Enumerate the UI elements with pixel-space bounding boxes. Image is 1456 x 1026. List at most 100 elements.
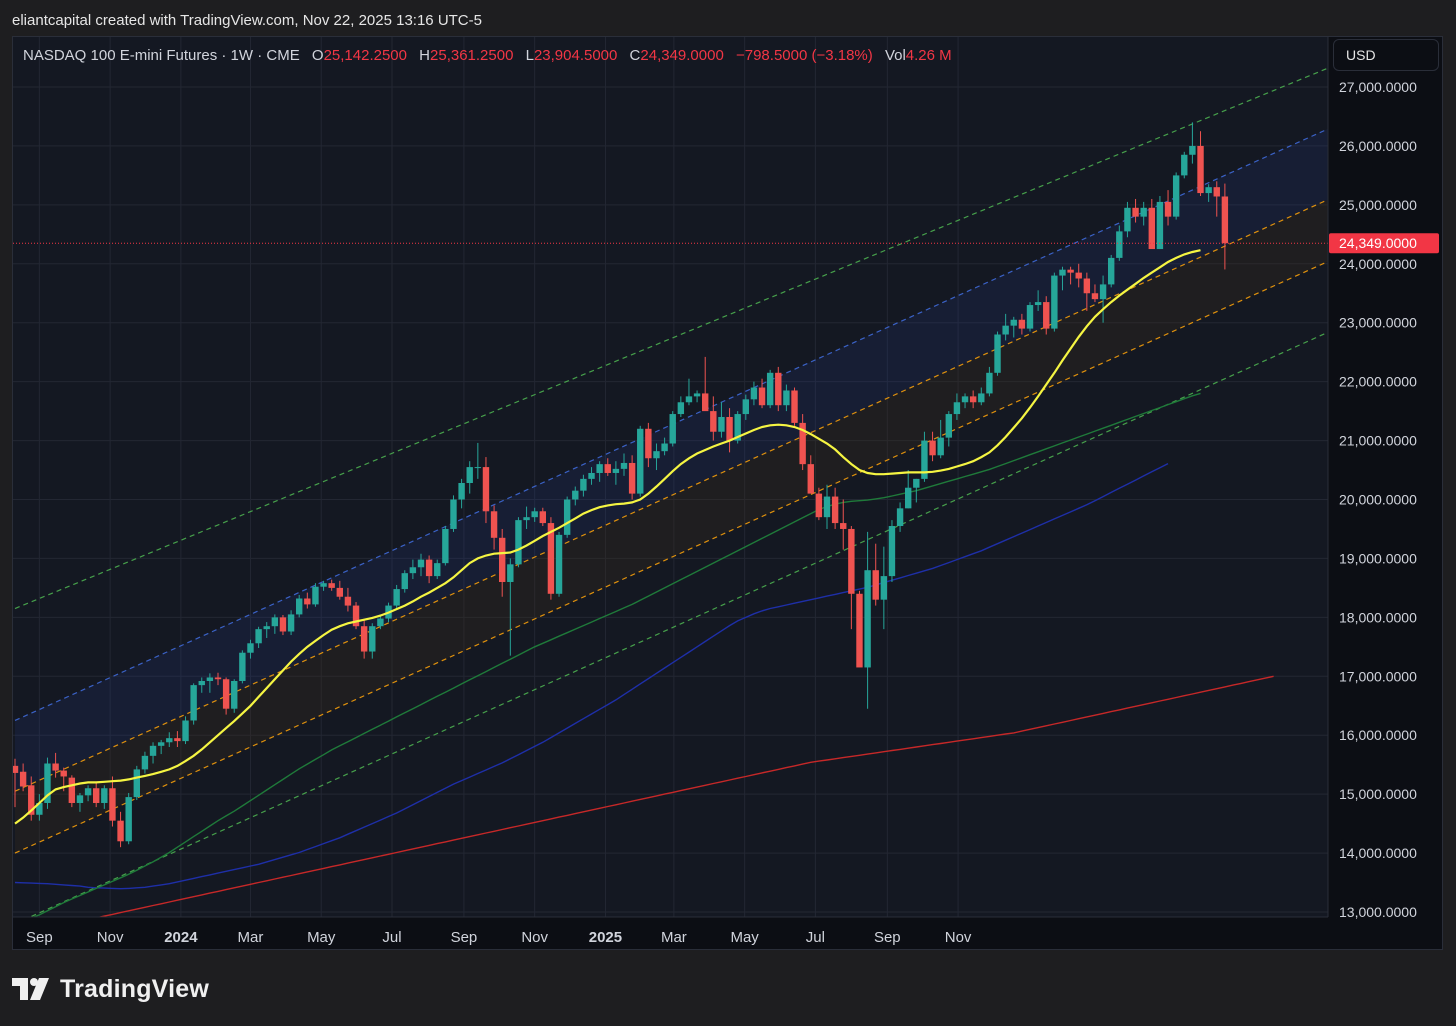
candle-down bbox=[28, 785, 35, 815]
candle-up bbox=[287, 614, 295, 632]
candle-up bbox=[523, 517, 530, 521]
candle-down bbox=[872, 570, 879, 600]
y-tick-label: 27,000.0000 bbox=[1339, 79, 1417, 95]
candle-down bbox=[214, 677, 222, 680]
candle-down bbox=[174, 738, 181, 742]
candle-up bbox=[661, 443, 668, 452]
x-tick-label: Nov bbox=[945, 929, 972, 946]
candle-down bbox=[360, 626, 368, 652]
y-tick-label: 21,000.0000 bbox=[1339, 433, 1417, 449]
candle-down bbox=[1164, 201, 1172, 217]
candle-down bbox=[848, 528, 855, 594]
candle-down bbox=[1067, 269, 1074, 273]
symbol-label[interactable]: NASDAQ 100 E-mini Futures · 1W · CME bbox=[23, 47, 300, 64]
candle-up bbox=[466, 467, 473, 483]
close-value: 24,349.0000 bbox=[640, 47, 724, 64]
y-tick-label: 13,000.0000 bbox=[1339, 904, 1417, 920]
candle-down bbox=[758, 387, 766, 406]
chart-panel[interactable]: 13,000.0000 14,000.0000 15,000.0000 16,000.… bbox=[12, 36, 1443, 950]
candle-up bbox=[937, 437, 944, 456]
candle-up bbox=[149, 745, 157, 756]
candle-up bbox=[677, 402, 685, 415]
candle-down bbox=[1197, 145, 1204, 194]
candle-down bbox=[815, 493, 823, 518]
candle-down bbox=[547, 523, 555, 594]
candle-down bbox=[1091, 293, 1099, 300]
x-tick-label: 2024 bbox=[164, 929, 198, 946]
candle-up bbox=[1108, 257, 1115, 285]
candle-up bbox=[507, 564, 514, 582]
footer-brand[interactable]: TradingView bbox=[12, 972, 209, 1006]
candle-up bbox=[409, 567, 417, 574]
candle-down bbox=[499, 537, 506, 582]
x-tick-label: Nov bbox=[97, 929, 124, 946]
candle-down bbox=[628, 462, 636, 494]
ohlc-legend: NASDAQ 100 E-mini Futures · 1W · CME O25… bbox=[23, 47, 952, 64]
candle-up bbox=[515, 520, 522, 565]
candle-up bbox=[434, 563, 441, 577]
candle-up bbox=[166, 738, 173, 743]
x-tick-label: Sep bbox=[26, 929, 53, 946]
x-tick-label: May bbox=[307, 929, 336, 946]
candle-up bbox=[44, 763, 51, 803]
candle-up bbox=[450, 499, 457, 529]
candle-up bbox=[76, 795, 84, 803]
candle-up bbox=[734, 414, 741, 441]
candle-up bbox=[864, 570, 871, 668]
candle-up bbox=[905, 487, 912, 509]
candle-down bbox=[604, 464, 611, 473]
candle-down bbox=[1213, 187, 1220, 197]
open-value: 25,142.2500 bbox=[323, 47, 407, 64]
volume-value: 4.26 M bbox=[905, 47, 952, 64]
x-tick-label: Mar bbox=[238, 929, 264, 946]
currency-selector[interactable]: USD bbox=[1333, 39, 1439, 71]
channel-lower-line bbox=[14, 260, 1329, 854]
price-chart[interactable]: 13,000.0000 14,000.0000 15,000.0000 16,000.… bbox=[13, 37, 1443, 950]
candle-up bbox=[823, 496, 831, 518]
tradingview-logo-icon bbox=[12, 978, 49, 1000]
candle-down bbox=[645, 428, 652, 459]
ma-red-line bbox=[14, 675, 1274, 937]
attribution-text: eliantcapital created with TradingView.c… bbox=[12, 12, 482, 29]
candle-up bbox=[718, 417, 725, 432]
volume-label: Vol bbox=[884, 47, 906, 64]
last-price-badge bbox=[1329, 233, 1439, 254]
candle-up bbox=[1051, 275, 1058, 329]
channel-bottom-line bbox=[14, 331, 1329, 925]
y-tick-label: 17,000.0000 bbox=[1339, 668, 1417, 684]
y-tick-label: 20,000.0000 bbox=[1339, 492, 1417, 508]
candle-down bbox=[807, 464, 814, 494]
candle-up bbox=[896, 508, 904, 527]
y-tick-label: 15,000.0000 bbox=[1339, 786, 1417, 802]
candle-down bbox=[304, 598, 311, 605]
candle-up bbox=[783, 390, 790, 406]
candle-down bbox=[791, 390, 798, 423]
candle-up bbox=[239, 652, 246, 681]
candle-down bbox=[702, 393, 709, 412]
candle-up bbox=[1205, 187, 1212, 194]
candle-down bbox=[222, 679, 230, 709]
candle-up bbox=[231, 681, 238, 709]
price-axis-panel bbox=[1328, 37, 1442, 949]
candle-down bbox=[1132, 207, 1139, 217]
x-tick-label: Mar bbox=[661, 929, 687, 946]
candle-up bbox=[669, 414, 676, 444]
y-tick-label: 14,000.0000 bbox=[1339, 845, 1417, 861]
candle-down bbox=[93, 788, 100, 803]
candle-up bbox=[271, 617, 279, 627]
y-tick-label: 19,000.0000 bbox=[1339, 550, 1417, 566]
candle-down bbox=[19, 771, 27, 787]
candle-up bbox=[555, 534, 563, 594]
candle-down bbox=[117, 820, 124, 842]
candle-up bbox=[417, 559, 425, 568]
candle-up bbox=[637, 428, 644, 494]
candle-up bbox=[369, 626, 376, 652]
candle-up bbox=[198, 681, 205, 686]
candle-down bbox=[60, 770, 67, 777]
candle-down bbox=[1018, 319, 1026, 329]
candle-down bbox=[279, 617, 287, 632]
candle-up bbox=[393, 589, 400, 606]
candle-up bbox=[742, 399, 749, 415]
candle-up bbox=[563, 499, 571, 535]
candle-down bbox=[482, 467, 490, 512]
